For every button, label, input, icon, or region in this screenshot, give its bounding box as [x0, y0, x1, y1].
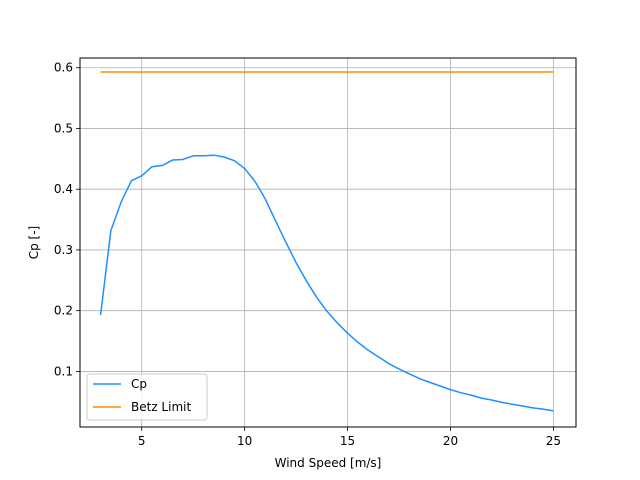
y-tick-label: 0.3 [54, 243, 73, 257]
y-tick-label: 0.5 [54, 121, 73, 135]
y-tick-label: 0.4 [54, 182, 73, 196]
plot-series [99, 71, 554, 412]
legend-label-cp: Cp [131, 377, 147, 391]
y-tick-label: 0.1 [54, 364, 73, 378]
x-tick-label: 10 [237, 434, 252, 448]
legend-label-betz-limit: Betz Limit [131, 400, 191, 414]
legend: Cp Betz Limit [86, 373, 208, 421]
plot-frame [79, 57, 577, 428]
x-tick-label: 5 [138, 434, 146, 448]
x-tick-label: 20 [443, 434, 458, 448]
series-line-0 [99, 154, 554, 412]
legend-box [86, 373, 208, 421]
axis-ticks: 5 10 15 20 25 0.1 0.2 0.3 0.4 0.5 0.6 [54, 61, 561, 448]
y-tick-label: 0.6 [54, 61, 73, 75]
grid [80, 58, 576, 427]
x-axis-label: Wind Speed [m/s] [275, 456, 382, 470]
x-tick-label: 15 [340, 434, 355, 448]
y-tick-label: 0.2 [54, 304, 73, 318]
y-axis-label: Cp [-] [27, 226, 41, 260]
x-tick-label: 25 [546, 434, 561, 448]
